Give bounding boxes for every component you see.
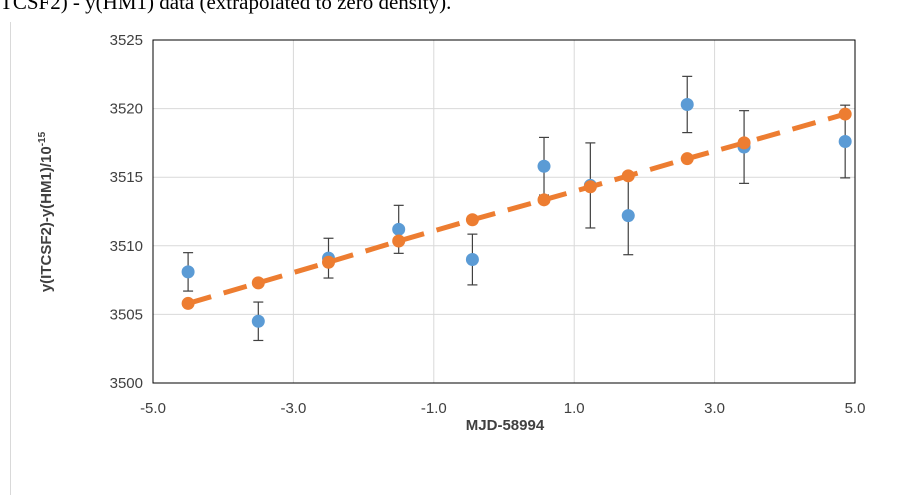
point: [680, 97, 694, 111]
y-tick-label: 3505: [110, 306, 143, 323]
y-tick-label: 3515: [110, 169, 143, 186]
point: [680, 152, 694, 166]
point: [251, 276, 265, 290]
x-tick-label: 3.0: [704, 400, 725, 417]
x-tick-label: -3.0: [280, 400, 306, 417]
plot-frame: [152, 39, 856, 384]
y-axis-title: y(ITCSF2)-y(HM1)/10-15: [37, 131, 55, 292]
x-tick-label: 5.0: [845, 400, 866, 417]
point: [537, 159, 551, 173]
x-tick-label: -1.0: [421, 400, 447, 417]
point: [322, 255, 335, 269]
y-tick-label: 3510: [110, 238, 143, 255]
point: [181, 296, 195, 310]
point: [181, 265, 195, 279]
header-text: TCSF2) - y(HM1) data (extrapolated to ze…: [0, 0, 451, 14]
point: [621, 209, 635, 223]
point: [621, 169, 635, 183]
y-axis-title-exponent: -15: [37, 131, 48, 146]
point: [251, 314, 265, 328]
point: [392, 222, 406, 236]
point: [465, 213, 479, 227]
point: [392, 234, 406, 248]
y-tick-label: 3500: [110, 375, 143, 392]
x-tick-label: -5.0: [140, 400, 166, 417]
y-axis-title-base: y(ITCSF2)-y(HM1)/10: [38, 146, 55, 292]
point: [465, 253, 479, 267]
point: [838, 135, 852, 149]
point: [583, 180, 597, 194]
y-tick-label: 3525: [110, 32, 143, 49]
x-axis-title: MJD-58994: [466, 417, 545, 434]
point: [838, 107, 852, 121]
point: [737, 136, 751, 150]
point: [537, 193, 551, 207]
x-tick-label: 1.0: [564, 400, 585, 417]
y-tick-label: 3520: [110, 101, 143, 118]
